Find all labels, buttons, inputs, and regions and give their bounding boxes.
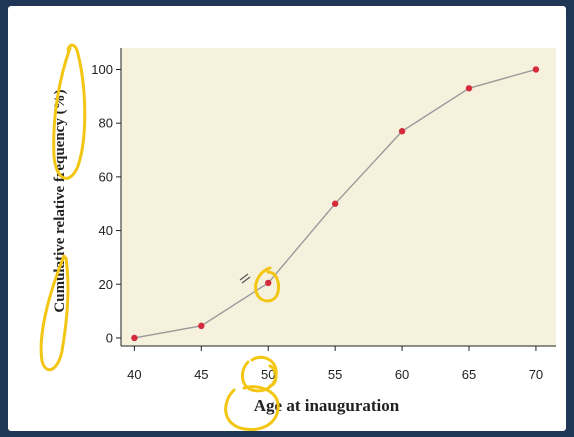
x-tick-label: 45 (194, 367, 208, 382)
y-tick-label: 0 (106, 330, 113, 345)
slide-frame: 40 45 50 55 60 65 70 0 20 40 60 80 100 Age at inaug… (8, 6, 566, 431)
plot-area (121, 48, 556, 346)
y-tick-label: 100 (91, 62, 113, 77)
x-tick-label: 40 (127, 367, 141, 382)
y-ticks: 0 20 40 60 80 100 (91, 62, 121, 345)
data-point (532, 66, 540, 73)
x-tick-label: 50 (261, 367, 275, 382)
x-tick-label: 65 (462, 367, 476, 382)
x-ticks: 40 45 50 55 60 65 70 (127, 346, 543, 382)
highlighter-annotations (39, 43, 280, 431)
data-point (131, 334, 138, 342)
annotation-stroke-50 (268, 364, 278, 388)
annotation-circle-xlabel (224, 385, 280, 431)
axes (120, 48, 556, 347)
y-tick-label: 20 (99, 277, 113, 292)
annotation-circle-point-50 (254, 266, 280, 303)
data-point (265, 279, 272, 287)
annotation-circle-ylabel-bottom (39, 254, 70, 372)
y-tick-label: 80 (99, 116, 113, 131)
data-point (198, 322, 205, 330)
data-point (398, 128, 406, 135)
annotation-pen-mark (239, 273, 251, 284)
y-tick-label: 60 (99, 169, 113, 184)
y-tick-label: 40 (99, 223, 113, 238)
x-tick-label: 70 (529, 367, 543, 382)
annotation-circle-ylabel-top (52, 43, 87, 180)
data-point (465, 85, 473, 92)
x-axis-label: Age at inauguration (254, 396, 400, 415)
x-tick-label: 55 (328, 367, 342, 382)
cumulative-frequency-chart: 40 45 50 55 60 65 70 0 20 40 60 80 100 Age at inaug… (39, 43, 556, 431)
x-tick-label: 60 (395, 367, 409, 382)
data-points (131, 66, 540, 342)
data-point (331, 200, 339, 207)
